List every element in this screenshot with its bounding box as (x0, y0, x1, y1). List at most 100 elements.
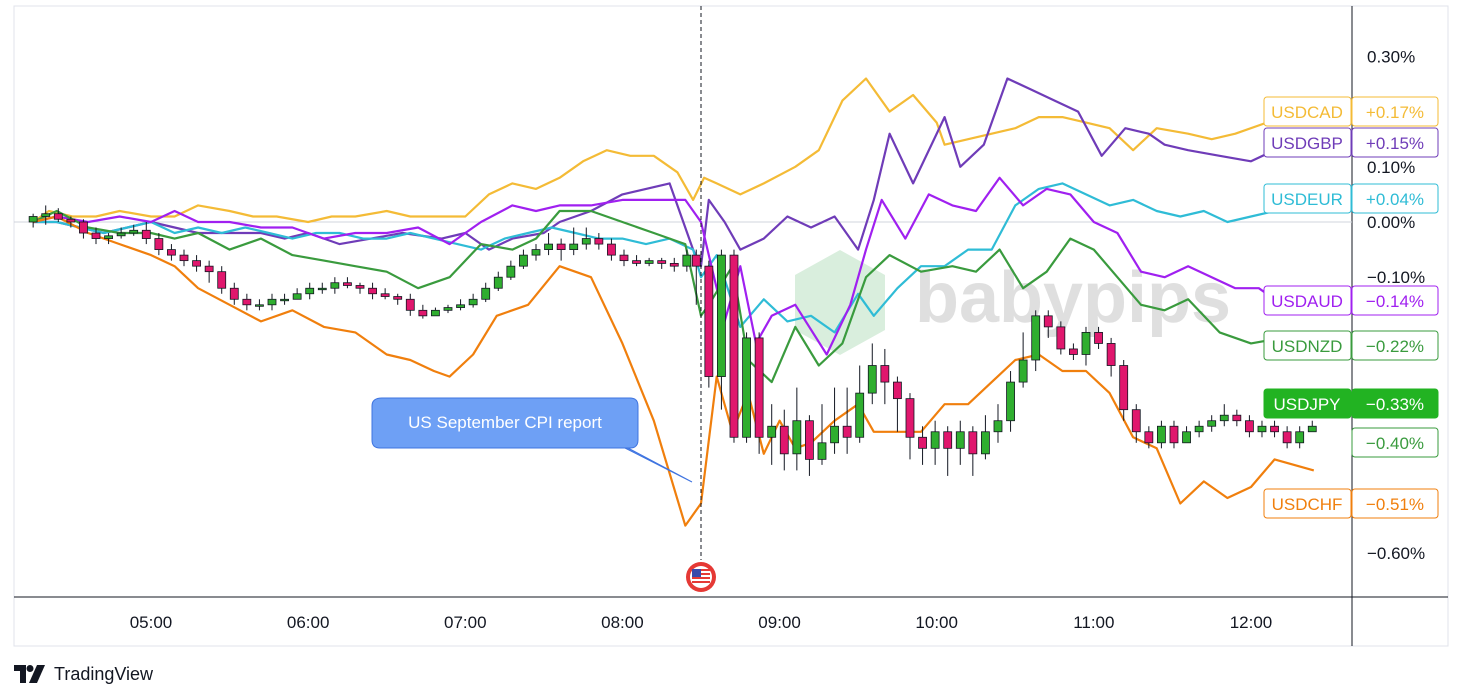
candle[interactable] (116, 227, 126, 239)
candle[interactable] (53, 208, 63, 222)
price-tag-usdaud[interactable]: USDAUD −0.14% (1263, 285, 1439, 316)
candle[interactable] (41, 205, 51, 225)
candle[interactable] (993, 404, 1003, 443)
candle[interactable] (1257, 420, 1267, 438)
candle[interactable] (129, 224, 139, 236)
candle[interactable] (66, 216, 76, 228)
candle[interactable] (855, 365, 865, 443)
candle[interactable] (830, 387, 839, 454)
candle[interactable] (1031, 310, 1041, 372)
candle[interactable] (1018, 332, 1028, 388)
candle[interactable] (330, 277, 340, 294)
candle[interactable] (691, 249, 701, 305)
candle[interactable] (968, 426, 978, 476)
candle[interactable] (481, 282, 491, 303)
candle[interactable] (1056, 321, 1066, 355)
tradingview-logo[interactable]: TradingView (14, 660, 153, 688)
candle[interactable] (104, 233, 113, 245)
candle[interactable] (792, 387, 802, 471)
candle[interactable] (1119, 360, 1129, 421)
candle[interactable] (669, 257, 679, 272)
candle[interactable] (380, 288, 390, 300)
us-flag-icon[interactable] (686, 562, 716, 592)
candle[interactable] (393, 293, 403, 305)
candle[interactable] (1282, 426, 1292, 449)
candle[interactable] (1169, 420, 1179, 449)
candle[interactable] (418, 304, 428, 319)
candle[interactable] (1144, 426, 1154, 449)
candle[interactable] (569, 227, 579, 256)
candle[interactable] (704, 260, 714, 388)
candle[interactable] (1106, 337, 1116, 377)
price-tag-usdjpy[interactable]: USDJPY −0.33% (1263, 388, 1439, 419)
candle[interactable] (842, 387, 852, 454)
candle[interactable] (531, 244, 541, 261)
candle[interactable] (456, 299, 465, 311)
candle[interactable] (229, 282, 239, 305)
candle[interactable] (717, 249, 726, 410)
candle[interactable] (1194, 420, 1204, 438)
candle[interactable] (343, 277, 352, 289)
candle[interactable] (280, 293, 289, 305)
candle[interactable] (28, 213, 38, 228)
candle[interactable] (632, 255, 641, 267)
candle[interactable] (594, 233, 604, 250)
candle[interactable] (468, 293, 478, 308)
candle[interactable] (1270, 420, 1279, 438)
candle[interactable] (204, 260, 214, 283)
series-line-usdgbp[interactable] (33, 77, 1276, 268)
candle[interactable] (317, 282, 327, 294)
candle[interactable] (955, 420, 965, 465)
candle[interactable] (368, 282, 377, 300)
price-tag-usdeur[interactable]: USDEUR +0.04% (1263, 183, 1439, 214)
candle[interactable] (729, 249, 739, 443)
candle[interactable] (192, 255, 201, 272)
candle[interactable] (167, 244, 176, 261)
candle[interactable] (91, 227, 101, 245)
candle[interactable] (754, 332, 764, 454)
candle[interactable] (1245, 415, 1254, 438)
candle[interactable] (1157, 420, 1166, 449)
candle[interactable] (443, 304, 453, 314)
candle[interactable] (493, 271, 503, 291)
candle[interactable] (742, 332, 751, 443)
price-tag-usdcad[interactable]: USDCAD +0.17% (1263, 96, 1439, 127)
candle[interactable] (918, 426, 927, 465)
candle[interactable] (1232, 409, 1242, 427)
candle[interactable] (1094, 326, 1103, 349)
candle[interactable] (355, 282, 365, 294)
candle[interactable] (1207, 415, 1217, 432)
candle[interactable] (1182, 426, 1191, 444)
price-tag-usdchf[interactable]: USDCHF −0.51% (1263, 488, 1439, 519)
candle[interactable] (305, 282, 315, 300)
candle[interactable] (556, 238, 566, 261)
candle[interactable] (619, 249, 629, 267)
candle[interactable] (1219, 404, 1229, 427)
candle[interactable] (682, 249, 692, 272)
candle[interactable] (981, 415, 990, 460)
candle[interactable] (943, 426, 953, 476)
candle[interactable] (767, 404, 777, 465)
candle[interactable] (141, 222, 151, 245)
candle[interactable] (1295, 426, 1305, 449)
candle[interactable] (607, 238, 616, 261)
price-tag-usdgbp[interactable]: USDGBP +0.15% (1263, 127, 1439, 158)
candle[interactable] (1307, 420, 1317, 433)
candle[interactable] (1043, 310, 1053, 338)
candle[interactable] (267, 293, 277, 311)
candle[interactable] (1081, 326, 1091, 366)
candle[interactable] (506, 260, 516, 280)
candle[interactable] (805, 415, 814, 476)
candle[interactable] (154, 233, 164, 256)
series-line-usdcad[interactable] (32, 77, 1268, 224)
candle[interactable] (79, 219, 88, 239)
price-tag-usdnzd[interactable]: USDNZD −0.22% (1263, 330, 1439, 361)
candle[interactable] (242, 293, 252, 311)
candle[interactable] (292, 288, 302, 300)
candle[interactable] (1131, 404, 1141, 443)
candle[interactable] (867, 343, 877, 405)
candle[interactable] (1006, 371, 1015, 432)
price-tag-extra[interactable]: −0.40% (1351, 427, 1439, 458)
candle[interactable] (1069, 343, 1078, 360)
